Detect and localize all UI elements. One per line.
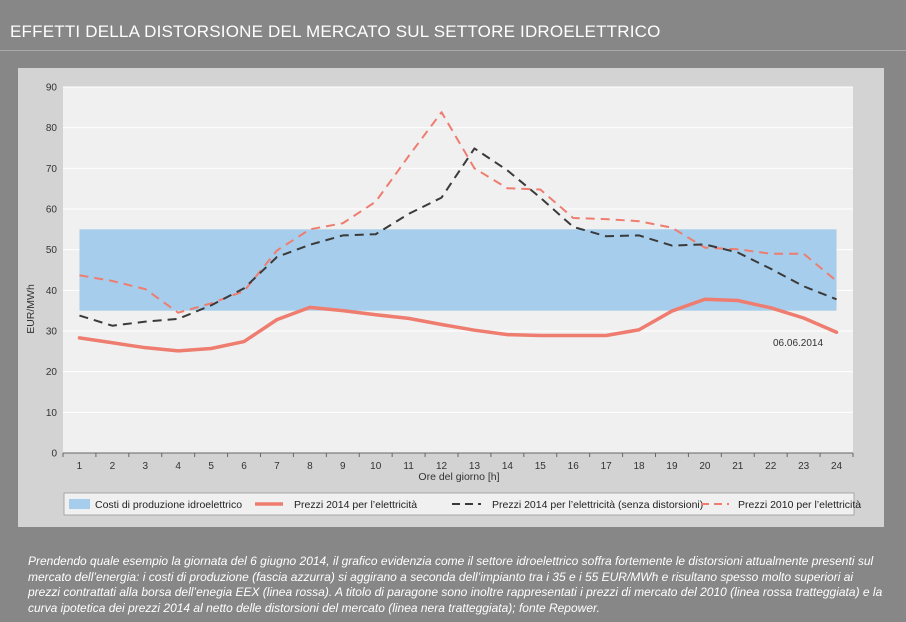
x-tick-label: 17 [601,461,613,472]
x-tick-label: 1 [77,461,83,472]
series-line-1 [77,297,839,353]
x-tick-label: 7 [274,461,280,472]
x-tick-label: 13 [469,461,481,472]
x-tick-label: 6 [241,461,247,472]
y-tick-label: 30 [46,327,58,338]
x-tick-label: 11 [403,461,414,472]
band-layer [79,229,837,311]
y-tick-label: 40 [46,286,58,297]
x-tick-label: 20 [699,461,711,472]
x-tick-label: 9 [340,461,346,472]
x-tick-label: 10 [370,461,382,472]
x-tick-label: 12 [436,461,448,472]
axis-layer [62,452,854,457]
x-tick-label: 18 [633,461,645,472]
x-tick-label: 2 [110,461,116,472]
x-axis-title: Ore del giorno [h] [418,471,499,483]
production-cost-band [79,229,837,311]
x-tick-label: 8 [307,461,313,472]
x-tick-label: 14 [502,461,514,472]
series-layer [77,111,839,353]
y-tick-label: 0 [51,449,57,460]
x-tick-label: 22 [765,461,777,472]
y-tick-label: 50 [46,245,58,256]
legend-label-series-2: Prezzi 2014 per l’elettricità (senza dis… [492,499,703,511]
x-tick-label: 5 [208,461,214,472]
figure-caption: Prendendo quale esempio la giornata del … [28,554,883,615]
label-layer: EUR/MWh Ore del giorno [h] 06.06.2014 0 1… [25,83,843,484]
x-tick-label: 16 [568,461,580,472]
x-tick-label: 23 [798,461,810,472]
series-line-2 [79,147,837,327]
page-title: EFFETTI DELLA DISTORSIONE DEL MERCATO SU… [10,22,661,41]
y-tick-label: 70 [46,164,58,175]
x-tick-label: 3 [143,461,149,472]
legend-label-band: Costi di produzione idroelettrico [95,499,242,511]
x-tick-label: 15 [535,461,547,472]
y-axis-title: EUR/MWh [25,284,37,334]
x-tick-label: 19 [666,461,678,472]
y-tick-label: 60 [46,205,58,216]
x-tick-label: 4 [175,461,181,472]
series-line-3 [79,111,838,314]
title-divider [0,50,906,51]
y-tick-label: 20 [46,367,58,378]
line-chart: EUR/MWh Ore del giorno [h] 06.06.2014 0 1… [25,83,861,516]
legend: Costi di produzione idroelettrico Prezzi… [63,492,861,516]
legend-label-series-3: Prezzi 2010 per l’elettricità [738,499,861,511]
y-tick-label: 80 [46,123,58,134]
x-tick-label: 24 [831,461,843,472]
y-tick-label: 90 [46,83,58,94]
x-tick-label: 21 [732,461,744,472]
date-annotation: 06.06.2014 [773,338,823,349]
legend-label-series-1: Prezzi 2014 per l’elettricità [294,499,417,511]
legend-swatch-band [69,499,90,509]
chart-panel: EUR/MWh Ore del giorno [h] 06.06.2014 0 1… [18,68,884,527]
y-tick-label: 10 [46,408,58,419]
